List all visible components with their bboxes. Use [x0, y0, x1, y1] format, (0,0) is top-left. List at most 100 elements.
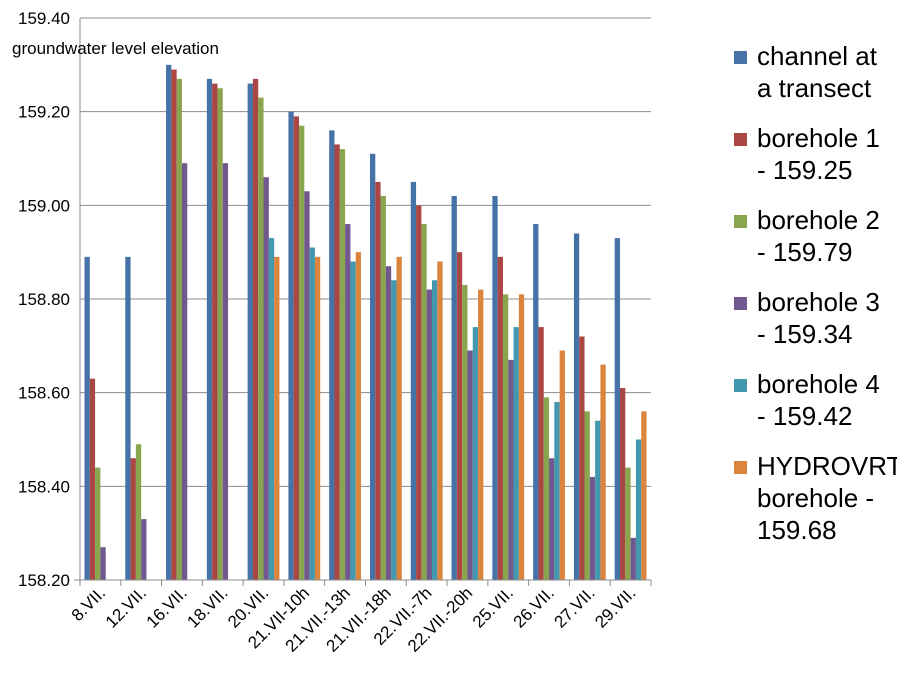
legend-item: borehole 3 - 159.34 [734, 286, 894, 350]
bar [538, 327, 544, 580]
legend-label: borehole 4 - 159.42 [757, 369, 880, 431]
bar [181, 163, 188, 580]
bar [620, 387, 626, 580]
x-tick-label: 16.VII. [143, 583, 191, 631]
bar [135, 444, 142, 580]
legend-item: channel at a transect [734, 40, 894, 104]
bar [274, 256, 280, 580]
bar [350, 261, 356, 580]
bar [304, 191, 310, 581]
bar [100, 547, 106, 580]
bar [252, 78, 259, 580]
y-tick-label: 158.20 [18, 571, 70, 590]
legend-swatch [734, 379, 747, 392]
bar [437, 261, 443, 580]
bar [641, 411, 647, 580]
chart-title: groundwater level elevation [12, 39, 219, 58]
bar [595, 420, 601, 580]
bar [369, 153, 376, 581]
x-tick-label: 18.VII. [183, 583, 231, 631]
bar [600, 364, 606, 580]
x-tick-label: 26.VII. [510, 583, 558, 631]
legend-item: borehole 2 - 159.79 [734, 204, 894, 268]
bars [84, 64, 647, 581]
bar [554, 402, 560, 580]
bar [543, 397, 550, 580]
bar [309, 247, 315, 580]
bar [345, 224, 351, 581]
bar [497, 256, 503, 580]
bar [263, 177, 269, 580]
bar [380, 195, 386, 580]
bar [559, 350, 565, 580]
bar [533, 224, 539, 581]
bar [375, 181, 381, 580]
legend-item: borehole 4 - 159.42 [734, 368, 894, 432]
legend-label: borehole 2 - 159.79 [757, 205, 880, 267]
bar [391, 280, 397, 580]
x-tick-label: 29.VII. [591, 583, 639, 631]
bar [426, 289, 432, 580]
y-tick-labels: 158.20 158.40 158.60 158.80 159.00 159.20 159.… [18, 9, 70, 590]
bar [502, 294, 509, 580]
bar [518, 294, 525, 580]
legend-label: borehole 1 - 159.25 [757, 123, 880, 185]
bar [625, 467, 631, 580]
bar [549, 458, 555, 580]
bar [513, 327, 519, 580]
bar [614, 238, 621, 580]
bar [573, 233, 580, 580]
axes [74, 18, 652, 586]
legend: channel at a transect borehole 1 - 159.25… [734, 40, 897, 564]
y-tick-label: 158.40 [18, 477, 70, 496]
legend-label: HYDROVRT borehole - 159.68 [757, 451, 897, 545]
bar [451, 195, 457, 580]
bar [125, 256, 131, 580]
bar [630, 537, 636, 580]
legend-item: HYDROVRT borehole - 159.68 [734, 450, 897, 546]
bar [95, 467, 101, 580]
legend-item: borehole 1 - 159.25 [734, 122, 894, 186]
bar [456, 252, 463, 580]
bar [176, 78, 182, 580]
gridlines [80, 17, 651, 581]
legend-swatch [734, 51, 747, 64]
y-tick-label: 158.60 [18, 384, 70, 403]
bar [247, 83, 253, 581]
bar [635, 439, 642, 580]
bar [166, 64, 172, 581]
legend-label: channel at a transect [757, 41, 877, 103]
y-tick-label: 159.00 [18, 196, 70, 215]
x-tick-label: 12.VII. [102, 583, 150, 631]
bar [416, 205, 422, 581]
bar [293, 116, 300, 580]
bar [508, 359, 514, 580]
bar [268, 238, 275, 580]
bar [472, 327, 479, 580]
legend-swatch [734, 461, 747, 474]
bar [410, 181, 417, 580]
bar [421, 224, 427, 581]
bar [314, 256, 321, 580]
legend-swatch [734, 133, 747, 146]
bar [130, 458, 136, 580]
bar [171, 69, 177, 581]
bar [478, 289, 484, 580]
bar [355, 252, 362, 580]
y-tick-label: 159.40 [18, 9, 70, 28]
legend-label: borehole 3 - 159.34 [757, 287, 880, 349]
bar [141, 519, 147, 580]
bar [589, 476, 596, 580]
bar [329, 130, 335, 580]
bar [467, 350, 473, 580]
y-tick-label: 158.80 [18, 290, 70, 309]
bar [258, 97, 264, 580]
bar [584, 411, 590, 580]
bar [385, 266, 392, 580]
bar [334, 144, 340, 580]
bar [217, 88, 223, 580]
bar [492, 195, 498, 580]
bar [339, 149, 346, 580]
x-tick-label: 27.VII. [550, 583, 598, 631]
